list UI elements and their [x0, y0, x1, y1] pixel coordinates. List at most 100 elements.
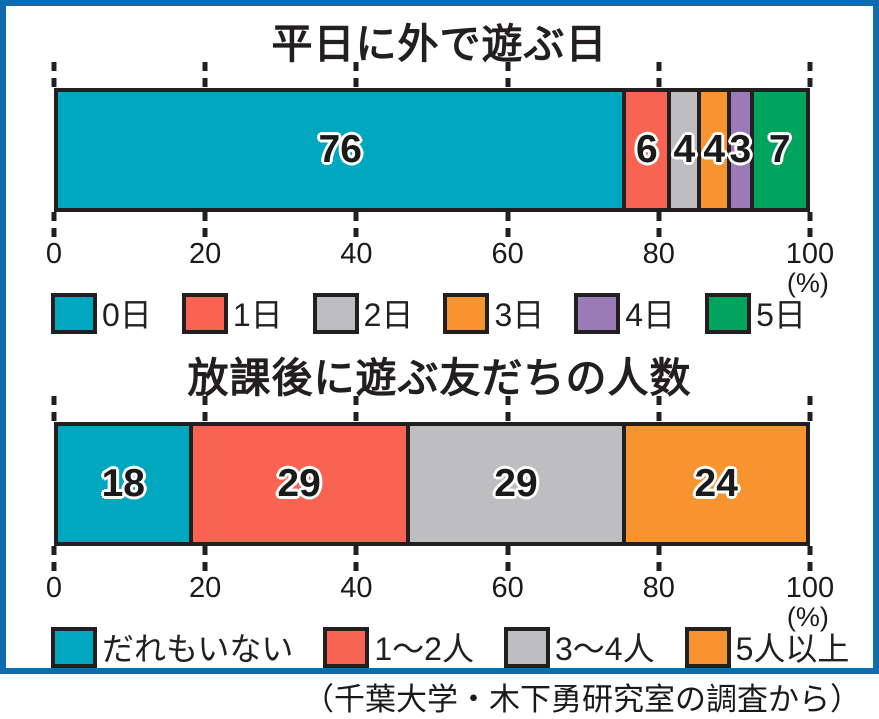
chart-title: 平日に外で遊ぶ日 — [271, 21, 608, 67]
legend-item: 5日 — [705, 290, 806, 336]
axis-tick-label: 100 — [785, 238, 835, 270]
legend-item: 0日 — [51, 290, 152, 336]
legend-label: 1～2人 — [374, 631, 474, 667]
legend-color-swatch — [705, 292, 752, 334]
legend-item: 3～4人 — [503, 624, 655, 670]
legend-color-swatch — [181, 292, 228, 334]
bar-segment-5人以上: 24 — [626, 426, 806, 542]
bar-segment-2日: 4 — [671, 92, 702, 208]
legend-label: 3～4人 — [554, 631, 655, 667]
axis-tick-mark — [807, 396, 813, 422]
legend-item: 1～2人 — [323, 624, 474, 670]
plot-area: 76 6 4 4 3 7 0 20 40 60 80 100 (%) — [46, 62, 834, 298]
segment-value-label: 3 — [729, 128, 752, 171]
legend-color-swatch — [574, 292, 621, 334]
segment-value-label: 76 — [318, 128, 362, 171]
axis-tick-label: 0 — [45, 238, 63, 270]
axis-tick-mark — [807, 62, 813, 88]
legend-color-swatch — [51, 292, 97, 334]
axis-tick-mark — [807, 546, 813, 572]
segment-value-label: 4 — [703, 128, 726, 171]
axis-tick-label: 20 — [189, 238, 222, 270]
unit-label: (%) — [786, 268, 829, 298]
segment-value-label: 4 — [673, 128, 696, 171]
legend-label: だれもいない — [102, 631, 294, 667]
unit-label: (%) — [786, 602, 829, 632]
axis-tick-mark — [353, 62, 359, 88]
chart-panel: 平日に外で遊ぶ日 76 6 4 4 3 7 0 20 40 60 80 100 (%) 0日 1日 2日… — [0, 0, 879, 674]
axis-tick-mark — [51, 62, 57, 88]
legend-item: 1日 — [181, 290, 283, 336]
chart-title: 放課後に遊ぶ友だちの人数 — [187, 355, 692, 401]
legend-color-swatch — [323, 626, 370, 668]
x-axis: 0 20 40 60 80 100 — [46, 238, 834, 270]
legend-label: 5人以上 — [735, 631, 850, 667]
axis-tick-mark — [656, 546, 662, 572]
bar-segment-1日: 6 — [626, 92, 672, 208]
axis-tick-label: 80 — [642, 238, 675, 270]
legend-item: 5人以上 — [684, 624, 850, 670]
bar-segment-だれもいない: 18 — [58, 426, 193, 542]
axis-tick-mark — [505, 212, 511, 238]
bar-segment-1～2人: 29 — [192, 426, 410, 542]
axis-tick-mark — [202, 62, 208, 88]
axis-tick-mark — [353, 212, 359, 238]
axis-tick-mark — [51, 212, 57, 238]
axis-tick-mark — [505, 62, 511, 88]
axis-tick-label: 0 — [45, 572, 63, 604]
axis-tick-mark — [807, 212, 813, 238]
axis-tick-label: 40 — [340, 572, 373, 604]
legend-label: 2日 — [363, 297, 414, 333]
legend-label: 0日 — [102, 297, 152, 333]
stacked-bar: 18 29 29 24 — [54, 422, 810, 546]
segment-value-label: 29 — [494, 462, 538, 505]
axis-ticks-top — [51, 62, 813, 88]
axis-tick-mark — [51, 546, 57, 572]
legend-item: 3日 — [443, 290, 544, 336]
axis-tick-mark — [505, 546, 511, 572]
chart-afterschool-friends-count: 放課後に遊ぶ友だちの人数 18 29 29 24 0 20 40 60 80 100 (%) だ… — [6, 340, 873, 670]
axis-tick-label: 100 — [785, 572, 835, 604]
chart-weekday-outdoor-play-days: 平日に外で遊ぶ日 76 6 4 4 3 7 0 20 40 60 80 100 (%) 0日 1日 2日… — [6, 6, 873, 340]
legend-label: 3日 — [494, 297, 545, 333]
axis-tick-mark — [51, 396, 57, 422]
legend: 0日 1日 2日 3日 4日 5日 — [51, 290, 806, 336]
axis-tick-mark — [202, 212, 208, 238]
segment-value-label: 18 — [101, 462, 145, 505]
axis-tick-mark — [202, 396, 208, 422]
axis-tick-mark — [505, 396, 511, 422]
legend-label: 1日 — [232, 297, 283, 333]
bar-segment-3～4人: 29 — [409, 426, 627, 542]
x-axis: 0 20 40 60 80 100 — [46, 572, 834, 604]
axis-tick-label: 40 — [340, 238, 373, 270]
legend-item: だれもいない — [51, 624, 293, 670]
legend-color-swatch — [684, 626, 731, 668]
axis-tick-mark — [656, 212, 662, 238]
plot-area: 18 29 29 24 0 20 40 60 80 100 (%) — [46, 396, 834, 632]
axis-tick-label: 20 — [189, 572, 222, 604]
axis-tick-mark — [353, 396, 359, 422]
legend: だれもいない 1～2人 3～4人 5人以上 — [51, 624, 849, 670]
bar-segment-0日: 76 — [58, 92, 627, 208]
legend-color-swatch — [51, 626, 97, 668]
segment-value-label: 6 — [636, 128, 658, 171]
legend-item: 2日 — [312, 290, 414, 336]
axis-ticks-bottom — [51, 546, 813, 572]
stacked-bar: 76 6 4 4 3 7 — [54, 88, 810, 212]
axis-ticks-bottom — [51, 212, 813, 238]
legend-color-swatch — [312, 292, 359, 334]
segment-value-label: 24 — [694, 462, 738, 505]
bar-segment-4日: 3 — [729, 92, 754, 208]
axis-ticks-top — [51, 396, 813, 422]
axis-tick-mark — [656, 396, 662, 422]
legend-label: 4日 — [625, 297, 676, 333]
axis-tick-label: 80 — [642, 572, 675, 604]
legend-label: 5日 — [756, 297, 806, 333]
axis-tick-mark — [202, 546, 208, 572]
source-note: （千葉大学・木下勇研究室の調査から） — [303, 682, 861, 717]
axis-tick-label: 60 — [491, 572, 524, 604]
bar-segment-5日: 7 — [753, 92, 806, 208]
legend-item: 4日 — [574, 290, 675, 336]
segment-value-label: 7 — [768, 128, 791, 171]
legend-color-swatch — [503, 626, 550, 668]
